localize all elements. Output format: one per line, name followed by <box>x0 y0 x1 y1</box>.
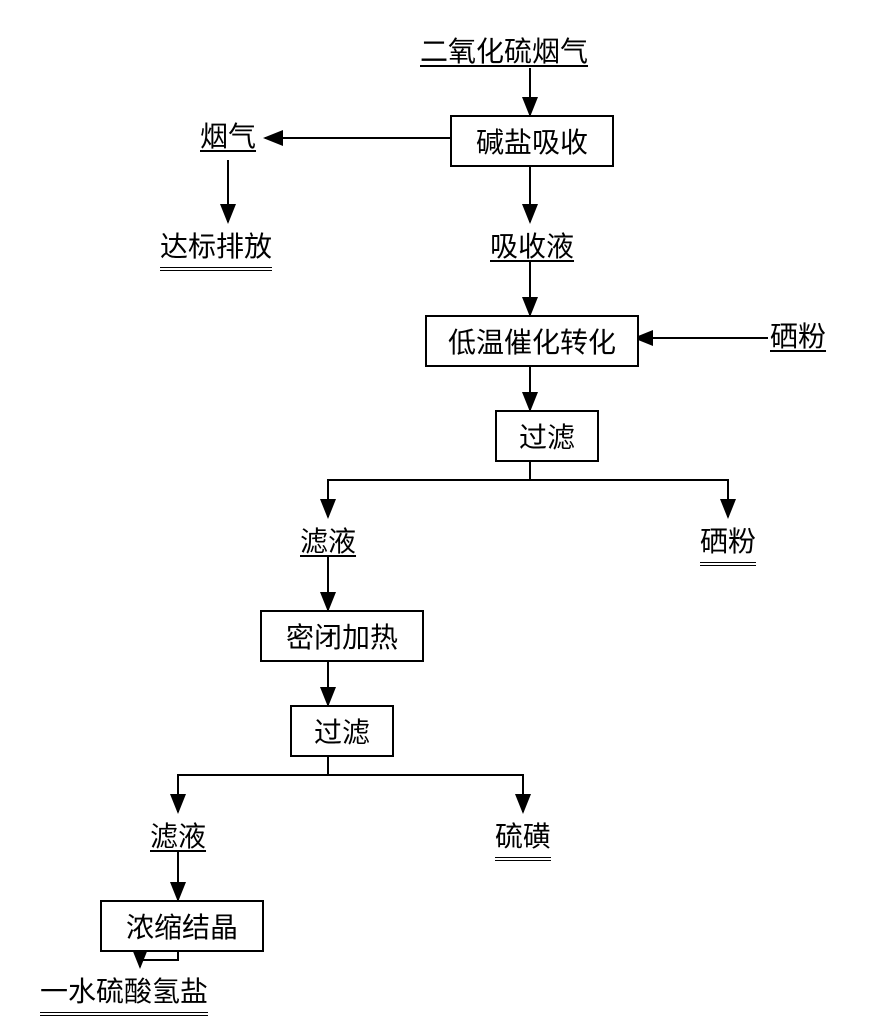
node-absorb_liq: 吸收液 <box>490 225 574 265</box>
node-crystallize: 浓缩结晶 <box>100 900 264 952</box>
node-label-emit: 达标排放 <box>160 225 272 271</box>
node-label-filter1: 过滤 <box>495 410 599 462</box>
node-filtrate2: 滤液 <box>150 815 206 855</box>
node-heat: 密闭加热 <box>260 610 424 662</box>
node-filter2: 过滤 <box>290 705 394 757</box>
node-sulfur: 硫磺 <box>495 815 551 861</box>
node-label-se_in: 硒粉 <box>770 322 826 353</box>
node-label-so2_gas: 二氧化硫烟气 <box>420 37 588 68</box>
arrows-layer <box>0 0 874 1000</box>
node-filtrate1: 滤液 <box>300 520 356 560</box>
node-label-catalysis: 低温催化转化 <box>425 315 639 367</box>
node-label-filtrate1: 滤液 <box>300 527 356 558</box>
node-so2_gas: 二氧化硫烟气 <box>420 30 588 70</box>
node-label-absorb: 碱盐吸收 <box>450 115 614 167</box>
node-label-filter2: 过滤 <box>290 705 394 757</box>
node-label-absorb_liq: 吸收液 <box>490 232 574 263</box>
node-label-heat: 密闭加热 <box>260 610 424 662</box>
node-emit: 达标排放 <box>160 225 272 271</box>
edge-split1-filtrate1 <box>328 480 530 517</box>
node-label-product: 一水硫酸氢盐 <box>40 970 208 1016</box>
node-label-filtrate2: 滤液 <box>150 822 206 853</box>
node-label-flue_gas: 烟气 <box>200 122 256 153</box>
node-catalysis: 低温催化转化 <box>425 315 639 367</box>
node-se_in: 硒粉 <box>770 315 826 355</box>
node-label-crystallize: 浓缩结晶 <box>100 900 264 952</box>
node-filter1: 过滤 <box>495 410 599 462</box>
flowchart-canvas: 二氧化硫烟气碱盐吸收烟气达标排放吸收液低温催化转化硒粉过滤滤液硒粉密闭加热过滤滤… <box>0 0 874 1000</box>
node-flue_gas: 烟气 <box>200 115 256 155</box>
edge-split1-se_out <box>530 480 728 517</box>
node-label-sulfur: 硫磺 <box>495 815 551 861</box>
edge-split2-filtrate2 <box>178 775 328 812</box>
node-label-se_out: 硒粉 <box>700 520 756 566</box>
node-absorb: 碱盐吸收 <box>450 115 614 167</box>
edge-split2-sulfur <box>328 775 523 812</box>
node-product: 一水硫酸氢盐 <box>40 970 208 1016</box>
node-se_out: 硒粉 <box>700 520 756 566</box>
